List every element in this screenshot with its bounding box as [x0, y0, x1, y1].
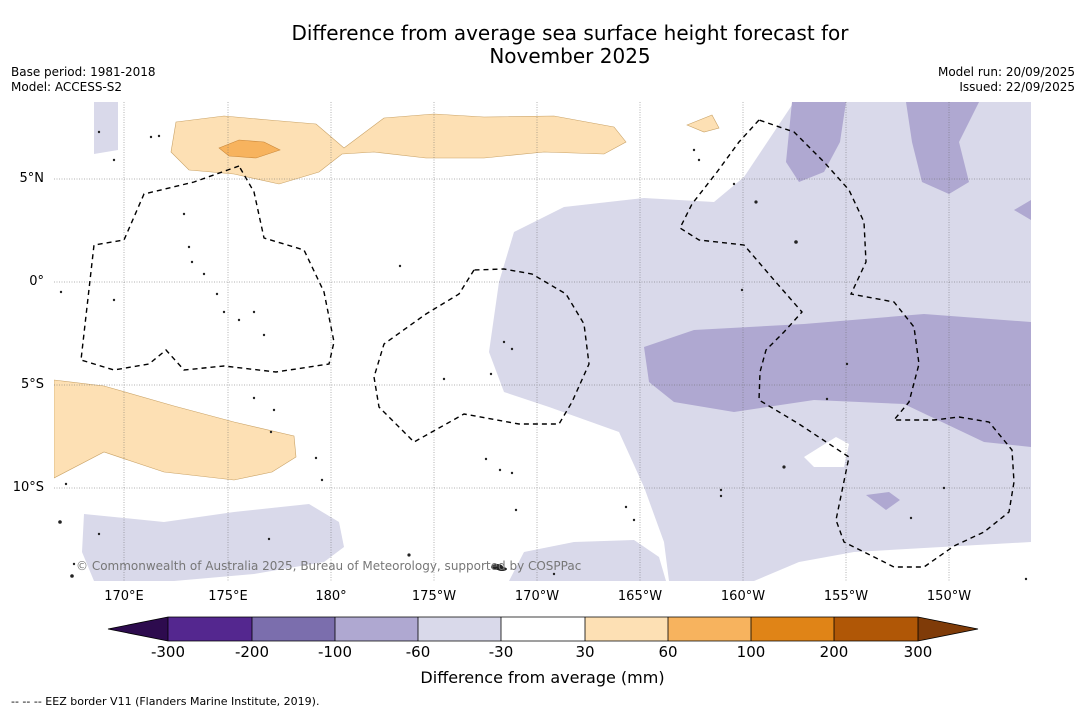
issued-date: Issued: 22/09/2025	[959, 80, 1075, 94]
colorbar-extend-low	[108, 617, 168, 641]
contour-minus60-small	[866, 492, 900, 510]
contour-plus30-north	[170, 113, 627, 185]
lon-label-165w: 165°W	[617, 589, 663, 604]
colorbar-bin-plus100	[751, 617, 834, 641]
forecast-map: © Commonwealth of Australia 2025, Bureau…	[54, 102, 1031, 581]
colorbar-bin-minus100	[335, 617, 418, 641]
eez-border-phoenix	[373, 268, 590, 443]
title-line-2: November 2025	[489, 44, 651, 68]
base-period: Base period: 1981-2018	[11, 65, 156, 79]
colorbar-tick-plus200: 200	[819, 643, 849, 661]
contour-minus30-nw	[94, 102, 118, 154]
colorbar-tick-minus300: -300	[150, 643, 186, 661]
lat-label-10s: 10°S	[12, 480, 44, 495]
lon-label-175e: 175°E	[208, 589, 248, 604]
colorbar-tick-plus30: 30	[575, 643, 595, 661]
colorbar-tick-minus30: -30	[488, 643, 514, 661]
colorbar-bin-minus300	[168, 617, 252, 641]
lat-label-5n: 5°N	[19, 171, 45, 186]
eez-border-kiribati-gilbert	[80, 165, 335, 373]
colorbar-bin-plus60	[668, 617, 751, 641]
colorbar-tick-plus100: 100	[736, 643, 766, 661]
colorbar-bin-minus60	[418, 617, 501, 641]
chart-title: Difference from average sea surface heig…	[220, 22, 920, 68]
colorbar-tick-minus200: -200	[234, 643, 270, 661]
lat-label-5s: 5°S	[20, 377, 44, 392]
lon-label-180: 180°	[315, 589, 347, 604]
colorbar	[107, 616, 979, 642]
islands	[58, 130, 1028, 581]
eez-border-line-islands	[679, 119, 1015, 568]
contour-minus60-edge	[1014, 200, 1031, 220]
colorbar-tick-minus60: -60	[405, 643, 431, 661]
title-line-1: Difference from average sea surface heig…	[291, 21, 849, 45]
lat-label-0: 0°	[29, 274, 44, 289]
contour-plus60-patch	[218, 139, 281, 159]
contour-near-zero-patch	[804, 437, 849, 467]
contour-plus30-west	[54, 379, 297, 481]
lon-label-160w: 160°W	[720, 589, 766, 604]
eez-footnote: -- -- -- EEZ border V11 (Flanders Marine…	[11, 695, 320, 708]
lon-label-170e: 170°E	[104, 589, 144, 604]
model-run: Model run: 20/09/2025	[937, 65, 1075, 79]
eez-borders	[80, 119, 1015, 568]
colorbar-bin-plus200	[834, 617, 918, 641]
contour-plus30-small	[686, 114, 720, 133]
colorbar-bin-neutral	[501, 617, 585, 641]
base-period-info: Base period: 1981-2018 Model: ACCESS-S2	[11, 65, 156, 95]
colorbar-tick-minus100: -100	[317, 643, 353, 661]
model-name: Model: ACCESS-S2	[11, 80, 123, 94]
copyright-notice: © Commonwealth of Australia 2025, Bureau…	[76, 559, 582, 573]
map-canvas	[54, 102, 1031, 581]
lon-label-170w: 170°W	[514, 589, 560, 604]
colorbar-extend-high	[918, 617, 978, 641]
contour-minus60-north-1	[786, 102, 846, 182]
colorbar-bin-minus200	[252, 617, 335, 641]
contour-minus60-band	[644, 314, 1031, 447]
contour-minus30-sw	[82, 504, 344, 581]
contour-minus30-south	[509, 540, 666, 581]
model-run-info: Model run: 20/09/2025 Issued: 22/09/2025	[938, 65, 1075, 95]
colorbar-tick-plus60: 60	[658, 643, 678, 661]
graticule	[54, 102, 1031, 581]
lon-label-175w: 175°W	[411, 589, 457, 604]
lon-label-155w: 155°W	[823, 589, 869, 604]
colorbar-tick-plus300: 300	[903, 643, 933, 661]
lon-label-150w: 150°W	[926, 589, 972, 604]
contour-minus60-north-2	[906, 102, 979, 194]
colorbar-dividers	[107, 616, 979, 642]
colorbar-title: Difference from average (mm)	[420, 668, 665, 687]
colorbar-bin-plus30	[585, 617, 668, 641]
